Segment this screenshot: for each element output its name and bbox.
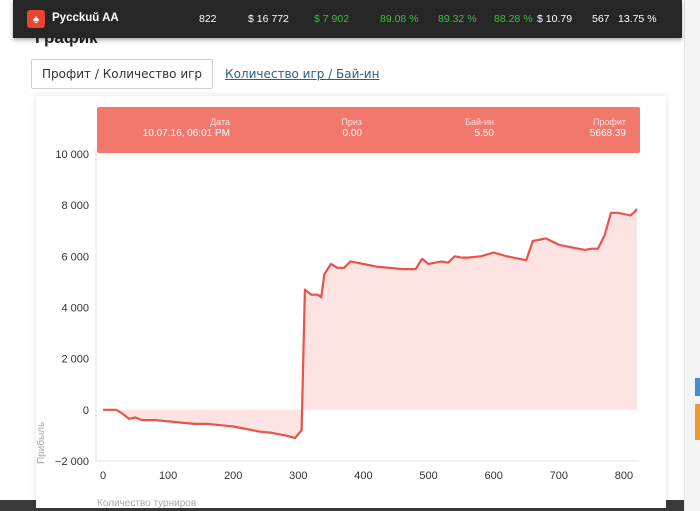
- tooltip-date-value: 10.07.16, 06:01 PM: [142, 128, 230, 139]
- y-tick-label: 4 000: [61, 303, 89, 315]
- x-tick-label: 800: [615, 470, 633, 482]
- x-tick-label: 0: [100, 470, 106, 482]
- tooltip-date: Дата 10.07.16, 06:01 PM: [143, 117, 230, 139]
- chart-tabs: Профит / Количество игр Количество игр /…: [31, 59, 379, 89]
- tooltip-profit-value: 5668.39: [589, 128, 626, 139]
- accent-marker-blue: [695, 378, 700, 396]
- tooltip-profit-label: Профит: [592, 117, 626, 127]
- stats-bar: ♠ Pycckuŭ AA 822 $ 16 772 $ 7 902 89.08 …: [13, 0, 682, 38]
- stat-green-3: 89.32 %: [438, 13, 477, 25]
- y-tick-label: 0: [83, 405, 89, 417]
- y-tick-label: 2 000: [61, 354, 89, 366]
- y-axis-title: Прибыль: [35, 422, 47, 464]
- tooltip-profit: Профит 5668.39: [590, 117, 626, 139]
- tab-games-vs-buyin[interactable]: Количество игр / Бай-ин: [225, 67, 380, 81]
- stat-avg-buyin: $ 10.79: [537, 13, 573, 25]
- stat-roi: 13.75 %: [618, 13, 657, 25]
- x-tick-label: 600: [485, 470, 503, 482]
- x-tick-label: 500: [419, 470, 437, 482]
- x-axis-title: Количество турниров: [97, 498, 196, 509]
- stat-profit: $ 16 772: [248, 13, 289, 25]
- tooltip-prize-value: 0.00: [342, 128, 362, 139]
- tooltip-buyin: Бай-ин 5.50: [465, 117, 494, 139]
- page-edge: [684, 0, 700, 511]
- stat-green-2: 89.08 %: [380, 13, 419, 25]
- chart-tooltip: Дата 10.07.16, 06:01 PM Приз 0.00 Бай-ин…: [97, 107, 640, 153]
- y-tick-label: 6 000: [61, 251, 89, 263]
- x-tick-label: 400: [354, 470, 372, 482]
- profit-line: [103, 208, 638, 440]
- tooltip-prize-label: Приз: [341, 117, 362, 127]
- profit-area: [103, 209, 637, 438]
- spade-icon[interactable]: ♠: [27, 10, 45, 28]
- tooltip-buyin-label: Бай-ин: [465, 117, 494, 127]
- x-tick-label: 700: [550, 470, 568, 482]
- room-name[interactable]: Pycckuŭ AA: [52, 12, 119, 24]
- chart-labels: −2 000 0 2 000 4 000 6 000 8 000 10 000 0 100 200…: [35, 149, 633, 509]
- tooltip-prize: Приз 0.00: [341, 117, 362, 139]
- x-tick-label: 200: [224, 470, 242, 482]
- stat-tournaments: 822: [199, 13, 217, 25]
- stat-green-1: $ 7 902: [314, 13, 350, 25]
- y-tick-label: 10 000: [55, 149, 89, 161]
- x-tick-label: 100: [159, 470, 177, 482]
- y-tick-label: 8 000: [61, 200, 89, 212]
- tooltip-buyin-value: 5.50: [474, 128, 494, 139]
- stat-count: 567: [592, 13, 610, 25]
- chart-axes: [95, 150, 639, 462]
- accent-marker-orange: [695, 404, 700, 440]
- tooltip-date-label: Дата: [210, 117, 230, 127]
- stat-green-4: 88.28 %: [494, 13, 533, 25]
- x-tick-label: 300: [289, 470, 307, 482]
- y-tick-label: −2 000: [55, 456, 89, 468]
- tab-profit-vs-games[interactable]: Профит / Количество игр: [31, 59, 214, 89]
